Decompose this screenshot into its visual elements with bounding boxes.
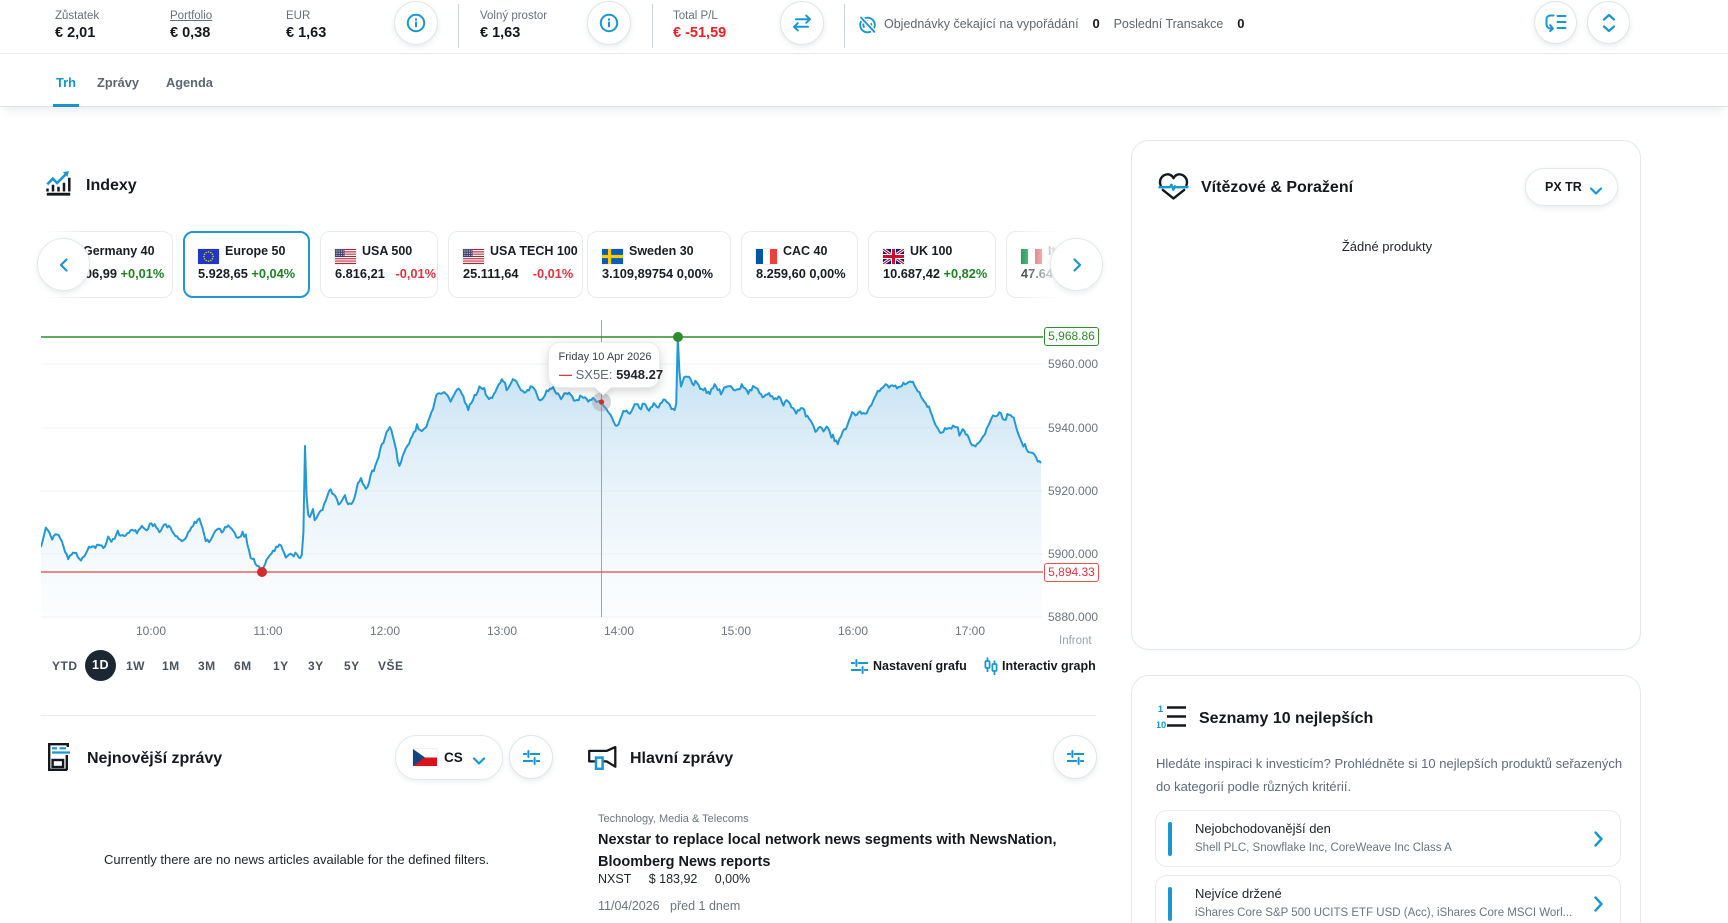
svg-text:1: 1 (1158, 704, 1164, 715)
svg-text:10: 10 (1157, 720, 1166, 729)
